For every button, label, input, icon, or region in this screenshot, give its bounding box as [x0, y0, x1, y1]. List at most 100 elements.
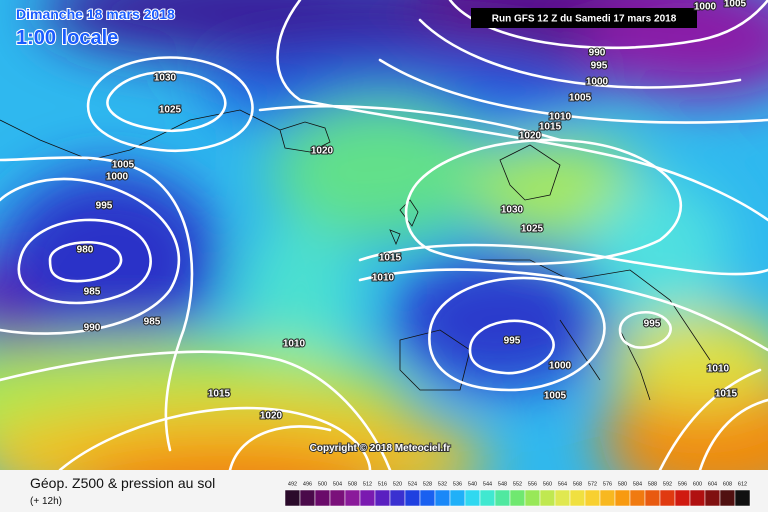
legend-label: 504 — [333, 481, 342, 487]
legend-label: 588 — [648, 481, 657, 487]
legend-swatch — [704, 489, 721, 507]
isobar-label: 1005 — [544, 391, 567, 402]
legend-swatch — [539, 489, 556, 507]
legend-swatch — [464, 489, 481, 507]
legend-label: 536 — [453, 481, 462, 487]
legend-label: 596 — [678, 481, 687, 487]
isobar-label: 1000 — [694, 2, 717, 13]
isobar-label: 995 — [504, 336, 521, 347]
legend-swatch — [449, 489, 466, 507]
legend-label: 524 — [408, 481, 417, 487]
legend-swatch — [284, 489, 301, 507]
legend-label: 552 — [513, 481, 522, 487]
isobar-label: 1025 — [521, 224, 544, 235]
legend-label: 568 — [573, 481, 582, 487]
legend-swatch — [674, 489, 691, 507]
isobar-label: 1000 — [106, 172, 129, 183]
legend-swatch — [644, 489, 661, 507]
legend-label: 544 — [483, 481, 492, 487]
legend-label: 528 — [423, 481, 432, 487]
isobar-label: 1025 — [159, 105, 182, 116]
isobar-label: 990 — [589, 48, 606, 59]
isobar-label: 985 — [84, 287, 101, 298]
legend-swatch — [494, 489, 511, 507]
legend-swatch — [689, 489, 706, 507]
copyright: Copyright © 2018 Meteociel.fr — [310, 443, 451, 454]
isobar-label: 1010 — [549, 112, 572, 123]
isobar-label: 985 — [144, 317, 161, 328]
legend-label: 560 — [543, 481, 552, 487]
legend-label: 508 — [348, 481, 357, 487]
legend-swatch — [614, 489, 631, 507]
isobar-label: 1030 — [501, 205, 524, 216]
isobar-label: 1005 — [112, 160, 135, 171]
color-legend: 492 496 500 504 508 512 516 520 524 528 532 536 540 5… — [284, 481, 751, 507]
isobar-label: 990 — [84, 323, 101, 334]
legend-swatch — [734, 489, 751, 507]
isobar-label: 995 — [644, 319, 661, 330]
date-text: Dimanche 18 mars 2018 — [16, 6, 175, 22]
legend-swatch — [404, 489, 421, 507]
isobar-label: 980 — [77, 245, 94, 256]
legend-swatch — [659, 489, 676, 507]
isobar-label: 995 — [96, 201, 113, 212]
legend-label: 604 — [708, 481, 717, 487]
isobar-label: 1020 — [260, 411, 283, 422]
legend-swatch — [524, 489, 541, 507]
legend-swatch — [329, 489, 346, 507]
legend-swatch — [359, 489, 376, 507]
legend-label: 492 — [288, 481, 297, 487]
legend-label: 516 — [378, 481, 387, 487]
legend-label: 520 — [393, 481, 402, 487]
isobar-label: 1030 — [154, 73, 177, 84]
legend-swatch — [419, 489, 436, 507]
product-title: Géop. Z500 & pression au sol — [30, 475, 215, 491]
legend-swatch — [314, 489, 331, 507]
legend-swatch — [599, 489, 616, 507]
isobar-label: 1010 — [707, 364, 730, 375]
isobar-label: 1015 — [539, 122, 562, 133]
legend-swatch — [374, 489, 391, 507]
isobar-label: 1005 — [569, 93, 592, 104]
run-banner — [471, 8, 697, 28]
legend-swatch — [344, 489, 361, 507]
legend-swatch — [719, 489, 736, 507]
legend-swatch — [629, 489, 646, 507]
legend-label: 512 — [363, 481, 372, 487]
legend-swatch — [569, 489, 586, 507]
legend-label: 580 — [618, 481, 627, 487]
isobar-labels: 1030102510201005100099598098599098510101… — [76, 0, 748, 423]
coastlines — [0, 109, 711, 401]
isobars — [0, 0, 768, 470]
legend-swatch — [509, 489, 526, 507]
legend-label: 548 — [498, 481, 507, 487]
legend-label: 540 — [468, 481, 477, 487]
isobar-label: 1020 — [311, 146, 334, 157]
legend-label: 556 — [528, 481, 537, 487]
local-time: 1:00 locale — [16, 27, 118, 49]
legend-label: 496 — [303, 481, 312, 487]
legend-swatch — [479, 489, 496, 507]
legend-label: 532 — [438, 481, 447, 487]
legend-label: 500 — [318, 481, 327, 487]
legend-label: 612 — [738, 481, 747, 487]
isobar-label: 1020 — [519, 131, 542, 142]
legend-label: 584 — [633, 481, 642, 487]
legend-label: 608 — [723, 481, 732, 487]
isobar-label: 1010 — [372, 273, 395, 284]
run-info: Run GFS 12 Z du Samedi 17 mars 2018 — [492, 14, 677, 25]
isobar-label: 1010 — [283, 339, 306, 350]
legend-label: 592 — [663, 481, 672, 487]
legend-label: 564 — [558, 481, 567, 487]
legend-swatch — [554, 489, 571, 507]
legend-swatch — [389, 489, 406, 507]
legend-swatch — [584, 489, 601, 507]
legend-swatch — [434, 489, 451, 507]
isobar-label: 1000 — [586, 77, 609, 88]
isobar-label: 1015 — [208, 389, 231, 400]
legend-label: 572 — [588, 481, 597, 487]
isobar-label: 1015 — [379, 253, 402, 264]
isobar-label: 1005 — [724, 0, 747, 10]
